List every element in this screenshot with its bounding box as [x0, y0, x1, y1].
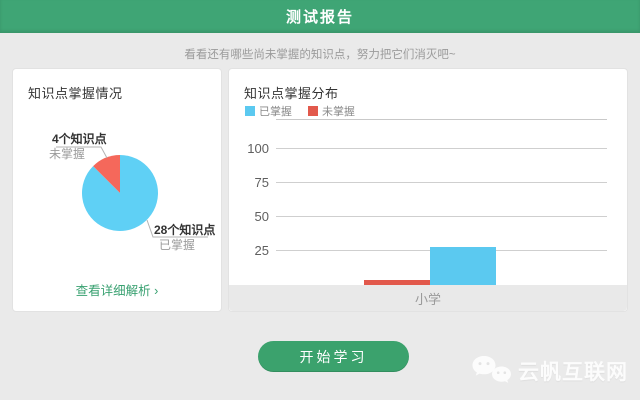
y-tick-label-25: 25 — [254, 243, 269, 258]
watermark: 云帆互联网 — [471, 354, 628, 388]
pie-callout-line-mastered — [146, 219, 208, 238]
wechat-icon — [472, 356, 511, 383]
mastery-distribution-title: 知识点掌握分布 — [244, 86, 339, 101]
mastery-overview-card: 知识点掌握情况 4个知识点 未掌握 28个知识点 已掌握 查看详细解析 › — [12, 68, 222, 312]
pie-slice-已掌握 — [82, 155, 159, 232]
y-tick-label-75: 75 — [254, 175, 269, 190]
gridline-50 — [276, 216, 607, 217]
pie-callout-line-not-mastered — [56, 146, 108, 159]
legend-swatch-not-mastered-icon — [308, 106, 318, 116]
pie-label-mastered: 已掌握 — [159, 238, 196, 252]
report-subtitle: 看看还有哪些尚未掌握的知识点，努力把它们消灭吧~ — [184, 49, 456, 61]
mastery-distribution-card: 知识点掌握分布 已掌握 未掌握 25 50 75 100 小学 — [228, 68, 628, 312]
chart-legend: 已掌握 未掌握 — [245, 103, 355, 119]
mastery-overview-title: 知识点掌握情况 — [28, 86, 123, 101]
pie-label-not-mastered-count: 4个知识点 — [52, 132, 107, 146]
bar-未掌握 — [363, 280, 430, 285]
gridline-100 — [276, 148, 607, 149]
y-tick-label-50: 50 — [254, 209, 269, 224]
legend-swatch-mastered-icon — [245, 106, 255, 116]
pie-slice-未掌握 — [93, 155, 120, 193]
bar-chart: 25 50 75 100 — [229, 119, 627, 285]
start-learning-button[interactable]: 开始学习 — [258, 341, 409, 372]
bar-已掌握 — [429, 247, 496, 285]
page-title: 测试报告 — [285, 9, 354, 26]
view-detail-link[interactable]: 查看详细解析 › — [75, 284, 159, 298]
header-bar: 测试报告 — [0, 0, 640, 33]
legend-label-mastered: 已掌握 — [259, 106, 292, 118]
bottom-bar: 开始学习 云帆互联网 — [0, 312, 640, 400]
report-cards-row: 知识点掌握情况 4个知识点 未掌握 28个知识点 已掌握 查看详细解析 › 知识… — [12, 68, 628, 312]
gridline-75 — [276, 182, 607, 183]
bar-group — [264, 247, 595, 285]
legend-item-mastered[interactable]: 已掌握 — [245, 103, 292, 119]
legend-label-not-mastered: 未掌握 — [322, 106, 355, 118]
pie-label-not-mastered: 未掌握 — [49, 147, 86, 161]
legend-item-not-mastered[interactable]: 未掌握 — [308, 103, 355, 119]
watermark-text: 云帆互联网 — [518, 361, 628, 384]
y-tick-label-100: 100 — [247, 141, 269, 156]
plot-top-border — [276, 119, 607, 120]
x-axis-category-label: 小学 — [414, 291, 441, 307]
pie-chart — [56, 146, 208, 238]
x-axis-strip: 小学 — [229, 285, 627, 311]
pie-label-mastered-count: 28个知识点 — [154, 223, 216, 237]
